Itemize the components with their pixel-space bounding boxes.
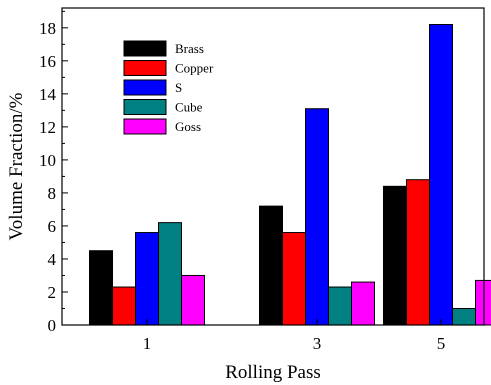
legend-label-s: S [175,80,182,95]
y-tick-label: 2 [48,283,57,302]
x-tick-label: 1 [143,334,152,353]
y-axis-title: Volume Fraction/% [6,92,27,240]
y-tick-label: 12 [39,118,56,137]
bar-copper-pass-1 [112,286,136,326]
legend-swatch-brass [123,40,167,57]
bar-cube-pass-5 [452,307,476,326]
bar-cube-pass-3 [328,286,352,326]
plot-area: 0 2 4 6 8 10 12 14 16 18 1 3 5 [39,7,491,353]
legend-swatch-s [123,79,167,96]
bar-brass-pass-1 [89,250,113,326]
y-tick-label: 6 [48,217,57,236]
y-tick-label: 0 [48,316,57,335]
bar-goss-pass-3 [351,281,375,326]
bar-s-pass-5 [429,24,453,326]
x-axis-title: Rolling Pass [225,362,321,383]
legend-swatch-cube [123,99,167,115]
legend-label-cube: Cube [175,100,203,115]
x-tick-label: 3 [313,334,322,353]
bar-copper-pass-5 [406,179,430,326]
y-tick-label: 16 [39,52,56,71]
y-tick-label: 8 [48,184,57,203]
legend-label-brass: Brass [175,41,204,56]
plot-frame [61,7,485,326]
bar-goss-pass-5 [475,279,491,326]
legend: Brass Copper S Cube Goss [123,40,214,135]
x-tick-label: 5 [437,334,446,353]
legend-label-copper: Copper [175,61,214,76]
y-tick-label: 4 [48,250,57,269]
y-tick-label: 10 [39,151,56,170]
bar-s-pass-3 [305,108,329,326]
y-tick-label: 14 [39,85,57,104]
bar-goss-pass-1 [181,274,205,326]
bar-s-pass-1 [135,232,159,326]
y-tick-label: 18 [39,19,56,38]
bar-cube-pass-1 [158,222,182,326]
legend-swatch-copper [123,60,167,76]
legend-swatch-goss [123,118,167,135]
legend-label-goss: Goss [175,119,201,134]
bar-brass-pass-5 [383,185,407,326]
bar-brass-pass-3 [259,205,283,326]
bar-copper-pass-3 [282,232,306,326]
